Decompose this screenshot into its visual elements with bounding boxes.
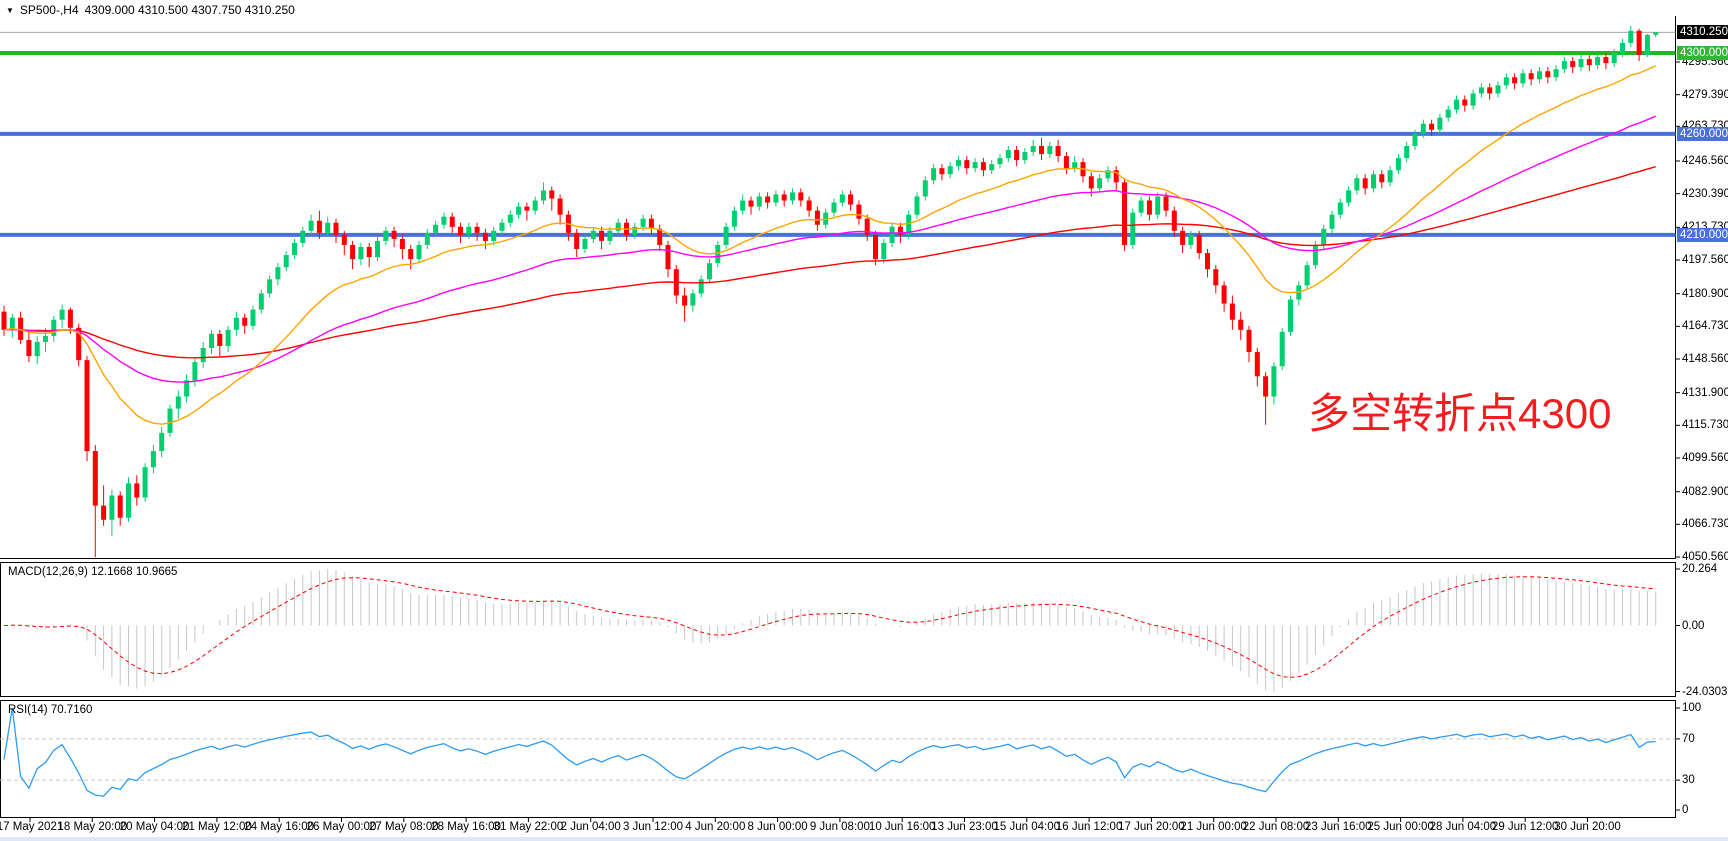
time-axis-label: 23 Jun 16:00 xyxy=(1305,821,1372,833)
time-axis-label: 28 Jun 04:00 xyxy=(1429,821,1497,833)
time-axis-label: 25 Jun 00:00 xyxy=(1367,821,1434,833)
time-axis-label: 21 May 12:00 xyxy=(182,821,252,833)
price-axis-label: 4230.390 xyxy=(1682,187,1728,200)
time-axis-label: 24 May 16:00 xyxy=(244,821,315,833)
time-axis-label: 30 Jun 20:00 xyxy=(1554,821,1621,833)
window-bottom-strip xyxy=(0,837,1728,841)
price-axis-label: 4050.560 xyxy=(1682,550,1728,563)
indicator-axis-label: 20.264 xyxy=(1682,563,1718,575)
price-axis-label: 4148.560 xyxy=(1682,352,1728,365)
price-axis-label: 4197.560 xyxy=(1682,253,1728,266)
price-badge-4300.000: 4300.000 xyxy=(1677,46,1728,61)
time-axis-label: 21 Jun 00:00 xyxy=(1180,821,1247,833)
macd-indicator-label: MACD(12,26,9) 12.1668 10.9665 xyxy=(8,566,178,578)
time-axis-label: 22 Jun 08:00 xyxy=(1242,821,1310,833)
indicator-axis-label: -24.0303 xyxy=(1682,685,1728,698)
ohlc-quote-label: 4309.000 4310.500 4307.750 4310.250 xyxy=(84,3,295,17)
time-axis-label: 16 Jun 12:00 xyxy=(1055,821,1123,833)
ma-fast-line xyxy=(3,65,1656,425)
rsi-line xyxy=(3,707,1656,797)
ma-slow-line xyxy=(3,166,1656,359)
time-axis-label: 28 May 16:00 xyxy=(431,821,501,833)
time-axis-label: 10 Jun 16:00 xyxy=(868,821,936,833)
panel-borders xyxy=(0,16,1676,818)
price-badge-4260.000: 4260.000 xyxy=(1677,126,1728,141)
price-axis-label: 4066.730 xyxy=(1682,518,1728,531)
indicator-axis-label: 0.00 xyxy=(1682,619,1705,632)
indicator-axis-label: 100 xyxy=(1682,702,1702,714)
rsi-indicator-label: RSI(14) 70.7160 xyxy=(8,704,93,716)
time-axis-label: 18 May 20:00 xyxy=(57,821,128,833)
time-axis-label: 31 May 22:00 xyxy=(493,821,564,833)
time-axis-label: 15 Jun 04:00 xyxy=(993,821,1061,833)
price-axis-label: 4164.730 xyxy=(1682,320,1728,333)
price-axis-label: 4082.900 xyxy=(1682,485,1728,498)
price-axis-label: 4099.560 xyxy=(1682,451,1728,464)
time-axis-label: 13 Jun 23:00 xyxy=(931,821,998,833)
time-axis-label: 4 Jun 20:00 xyxy=(685,821,746,833)
price-axis-label: 4279.390 xyxy=(1682,88,1728,101)
price-axis-label: 4131.900 xyxy=(1682,386,1728,399)
macd-histogram xyxy=(11,569,1657,692)
time-axis-label: 27 May 08:00 xyxy=(368,821,439,833)
annotation-text[interactable]: 多空转折点4300 xyxy=(1308,390,1612,437)
price-axis-label: 4115.730 xyxy=(1682,419,1728,432)
indicator-axis-label: 0 xyxy=(1682,804,1689,816)
time-axis-label: 20 May 04:00 xyxy=(119,821,190,833)
macd-signal-line xyxy=(3,576,1656,678)
price-axis-label: 4180.900 xyxy=(1682,287,1728,300)
time-axis-label: 8 Jun 00:00 xyxy=(747,821,808,833)
price-axis-label: 4246.560 xyxy=(1682,154,1728,167)
price-badge-4210.000: 4210.000 xyxy=(1677,227,1728,242)
symbol-dropdown-icon[interactable]: ▼ xyxy=(6,5,14,15)
time-axis-label: 3 Jun 12:00 xyxy=(622,821,684,833)
time-axis-label: 2 Jun 04:00 xyxy=(560,821,621,833)
time-axis-label: 26 May 00:00 xyxy=(306,821,377,833)
symbol-period-label: SP500-,H4 xyxy=(19,3,79,17)
price-badge-4310.250: 4310.250 xyxy=(1677,25,1728,40)
time-axis-label: 17 Jun 20:00 xyxy=(1118,821,1185,833)
time-axis-label: 9 Jun 08:00 xyxy=(809,821,870,833)
horizontal-lines[interactable] xyxy=(0,31,1676,237)
indicator-axis-label: 30 xyxy=(1682,774,1695,787)
time-axis-label: 29 Jun 12:00 xyxy=(1491,821,1559,833)
chart-title-bar: ▼ SP500-,H4 4309.000 4310.500 4307.750 4… xyxy=(6,3,295,17)
indicator-axis-label: 70 xyxy=(1682,732,1695,745)
time-axis-label: 17 May 2021 xyxy=(0,821,64,833)
candlestick-series xyxy=(1,25,1659,557)
